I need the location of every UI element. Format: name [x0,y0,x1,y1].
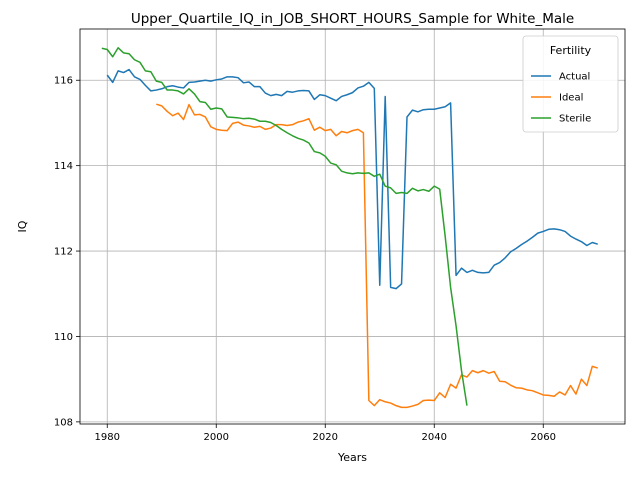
chart-title: Upper_Quartile_IQ_in_JOB_SHORT_HOURS_Sam… [131,11,574,27]
y-axis-ticks: 108 110 112 114 116 [54,76,80,428]
legend-label-ideal: Ideal [559,93,583,104]
y-tick-label: 114 [54,161,73,172]
x-axis-label: Years [337,451,367,464]
y-tick-label: 110 [54,332,73,343]
y-axis-label: IQ [16,220,29,232]
x-tick-label: 2060 [531,432,556,443]
x-tick-label: 1980 [95,432,120,443]
plot-frame [79,28,626,425]
legend-box [522,35,619,133]
legend-title: Fertility [550,44,592,57]
series-line-ideal [156,103,598,409]
x-axis-ticks: 1980 2000 2020 2040 2060 [95,424,556,443]
y-tick-label: 108 [54,417,73,428]
x-tick-label: 2000 [204,432,229,443]
series-lines [101,47,598,409]
y-tick-label: 112 [54,247,73,258]
x-tick-label: 2020 [313,432,338,443]
x-tick-label: 2040 [422,432,447,443]
legend: Fertility Actual Ideal Sterile [522,35,619,133]
y-tick-label: 116 [54,76,73,87]
legend-label-sterile: Sterile [559,114,591,125]
series-line-actual [106,68,598,290]
legend-label-actual: Actual [559,72,590,83]
series-line-sterile [101,47,468,406]
